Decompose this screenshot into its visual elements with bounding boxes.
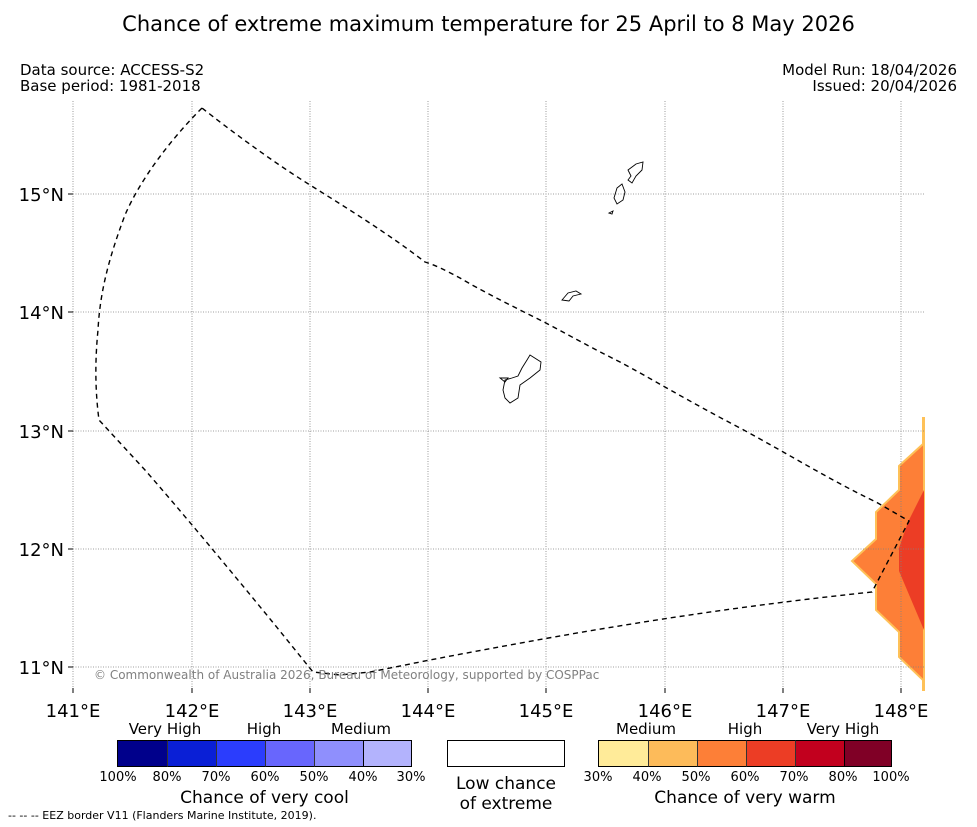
- island-aguijan: [607, 210, 614, 215]
- lat-label: 15°N: [19, 185, 64, 206]
- warm-swatch-30-40: [598, 740, 648, 767]
- cool-category-high: High: [246, 720, 282, 738]
- cool-swatch-50-60: [265, 740, 314, 767]
- cool-tick: 60%: [250, 770, 280, 785]
- source-info: Data source: ACCESS-S2 Base period: 1981…: [20, 62, 204, 94]
- lon-label: 147°E: [756, 701, 811, 722]
- lat-label: 12°N: [19, 540, 64, 561]
- warm-swatch-50-60: [697, 740, 746, 767]
- cool-tick: 80%: [152, 770, 182, 785]
- warm-area-60-70: [899, 490, 924, 630]
- cool-tick: 50%: [299, 770, 329, 785]
- cool-tick: 40%: [348, 770, 378, 785]
- warm-tick: 40%: [632, 770, 662, 785]
- eez-footnote: -- -- -- EEZ border V11 (Flanders Marine…: [8, 809, 317, 822]
- warm-swatch-70-80: [795, 740, 844, 767]
- island-rota: [561, 290, 583, 302]
- cool-swatch-60-70: [216, 740, 265, 767]
- warm-anomaly-region: [850, 417, 925, 691]
- eez-border: [95, 107, 910, 676]
- base-period-text: Base period: 1981-2018: [20, 77, 201, 95]
- warm-category-very-high: Very High: [806, 720, 880, 738]
- warm-tick: 30%: [583, 770, 613, 785]
- cool-category-medium: Medium: [331, 720, 391, 738]
- warm-category-medium: Medium: [616, 720, 676, 738]
- copyright-text: © Commonwealth of Australia 2026, Bureau…: [94, 668, 599, 682]
- model-run-text: Model Run: 18/04/2026: [782, 61, 957, 79]
- cool-swatch-30-40: [363, 740, 412, 767]
- warm-tick: 80%: [828, 770, 858, 785]
- lon-label: 144°E: [401, 701, 456, 722]
- cool-category-very-high: Very High: [128, 720, 202, 738]
- warm-category-high: High: [727, 720, 763, 738]
- warm-tick: 70%: [779, 770, 809, 785]
- island-guam: [498, 354, 542, 404]
- cool-tick: 30%: [396, 770, 426, 785]
- island-saipan: [627, 161, 644, 184]
- lon-label: 141°E: [46, 701, 101, 722]
- lon-label: 143°E: [283, 701, 338, 722]
- cool-legend-title: Chance of very cool: [180, 788, 349, 808]
- cool-tick: 70%: [201, 770, 231, 785]
- lon-label: 145°E: [519, 701, 574, 722]
- issued-text: Issued: 20/04/2026: [812, 77, 957, 95]
- neutral-swatch: [447, 740, 565, 767]
- island-tinian: [613, 183, 626, 205]
- axis-ticks: [68, 193, 902, 693]
- coastlines: [498, 161, 644, 404]
- lon-label: 148°E: [874, 701, 929, 722]
- graticule: [72, 101, 924, 688]
- neutral-title-line1: Low chance: [456, 774, 556, 794]
- lat-label: 14°N: [19, 303, 64, 324]
- warm-legend-title: Chance of very warm: [654, 788, 836, 808]
- lat-label: 11°N: [19, 658, 64, 679]
- lon-label: 146°E: [638, 701, 693, 722]
- cool-swatch-70-80: [167, 740, 216, 767]
- data-source-text: Data source: ACCESS-S2: [20, 61, 205, 79]
- warm-swatch-80-100: [844, 740, 892, 767]
- run-info: Model Run: 18/04/2026 Issued: 20/04/2026: [782, 62, 957, 94]
- warm-swatch-40-50: [648, 740, 697, 767]
- cool-swatch-40-50: [314, 740, 363, 767]
- warm-tick: 60%: [730, 770, 760, 785]
- cool-tick: 100%: [99, 770, 137, 785]
- warm-swatch-60-70: [746, 740, 795, 767]
- lon-label: 142°E: [165, 701, 220, 722]
- neutral-title-line2: of extreme: [459, 794, 553, 814]
- warm-tick: 50%: [681, 770, 711, 785]
- map-title: Chance of extreme maximum temperature fo…: [122, 12, 855, 36]
- neutral-legend-title: Low chance of extreme: [447, 774, 565, 814]
- lat-label: 13°N: [19, 422, 64, 443]
- cool-swatch-80-100: [117, 740, 167, 767]
- warm-tick: 100%: [872, 770, 910, 785]
- warm-area-50-60: [850, 417, 925, 691]
